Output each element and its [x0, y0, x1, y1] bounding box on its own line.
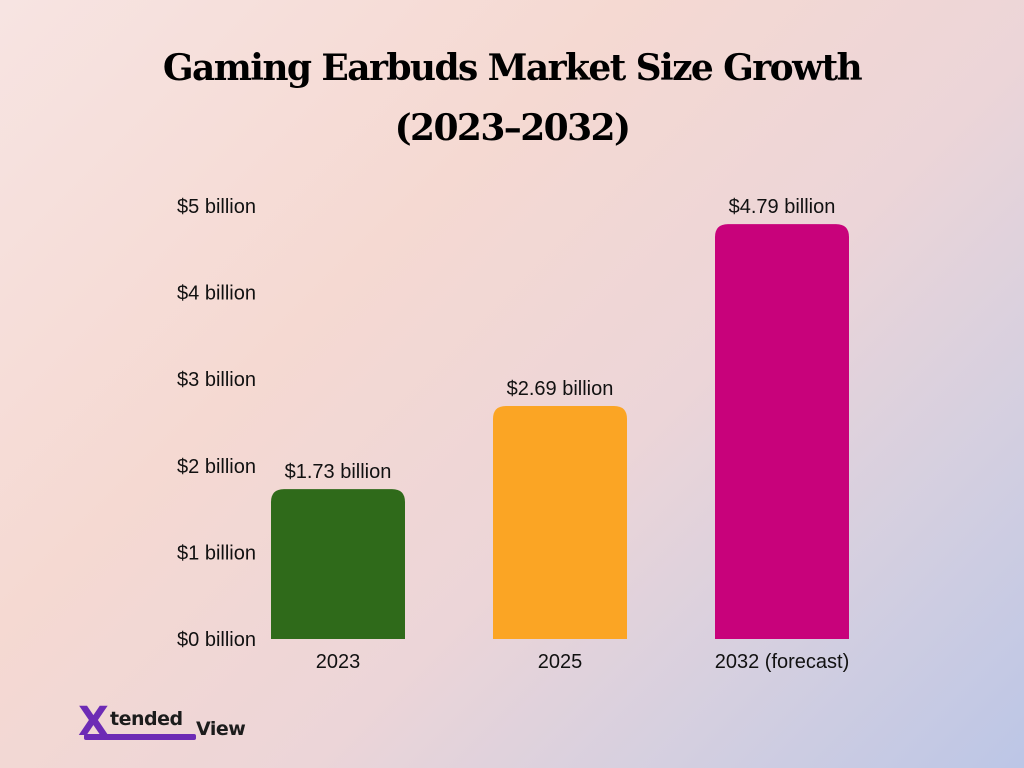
bar-chart: $0 billion $1 billion $2 billion $3 billion…	[177, 196, 850, 673]
x-tick-label: 2025	[538, 651, 583, 673]
y-tick-label: $1 billion	[177, 542, 256, 564]
x-tick-label: 2032 (forecast)	[715, 651, 850, 673]
x-tick-label: 2023	[316, 651, 361, 673]
y-tick-label: $0 billion	[177, 629, 256, 651]
value-label: $4.79 billion	[729, 196, 836, 218]
chart-title-line1: Gaming Earbuds Market Size Growth	[162, 47, 863, 89]
y-tick-label: $4 billion	[177, 283, 256, 305]
y-tick-label: $2 billion	[177, 456, 256, 478]
chart-title-line2: (2023–2032)	[394, 107, 631, 149]
logo-text-tended: tended	[110, 708, 183, 730]
y-tick-label: $3 billion	[177, 369, 256, 391]
xtendedview-logo: X tended View	[78, 702, 268, 746]
bar-2023	[271, 489, 405, 639]
logo-text-view: View	[196, 718, 246, 740]
logo-underline	[84, 734, 196, 740]
value-label: $1.73 billion	[285, 461, 392, 483]
y-tick-label: $5 billion	[177, 196, 256, 218]
value-label: $2.69 billion	[507, 378, 614, 400]
bar-2025	[493, 406, 627, 639]
bar-2032	[715, 224, 849, 639]
